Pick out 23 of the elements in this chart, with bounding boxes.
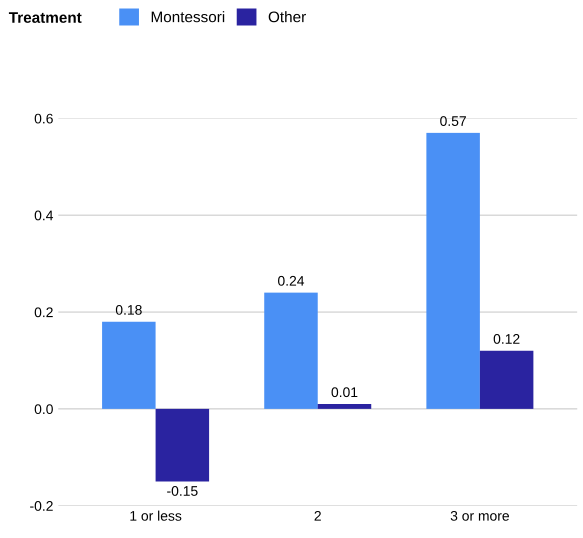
- y-tick-label: 0.6: [34, 114, 53, 124]
- bar: [156, 408, 210, 482]
- legend-title: Treatment: [8, 12, 82, 23]
- data-label: 0.01: [332, 387, 358, 398]
- x-tick-label: 1 or less: [130, 510, 182, 521]
- data-label: 0.24: [278, 276, 304, 286]
- data-label: 0.12: [494, 334, 520, 344]
- x-tick-label: 2: [314, 510, 321, 521]
- bar: [102, 322, 156, 409]
- bar: [426, 132, 480, 409]
- legend-label: Other: [268, 11, 306, 22]
- bar: [480, 350, 534, 409]
- y-tick-label: -0.2: [30, 501, 53, 511]
- bar: [264, 292, 318, 409]
- data-label: 0.57: [440, 116, 466, 126]
- data-label: -0.15: [167, 486, 198, 496]
- y-tick-label: 0.2: [34, 307, 53, 318]
- y-tick-label: 0.4: [34, 210, 54, 220]
- data-label: 0.18: [116, 304, 142, 315]
- y-tick-label: 0.0: [34, 404, 53, 414]
- x-tick-label: 3 or more: [450, 510, 509, 521]
- bar: [318, 404, 372, 409]
- legend-label: Montessori: [152, 11, 224, 22]
